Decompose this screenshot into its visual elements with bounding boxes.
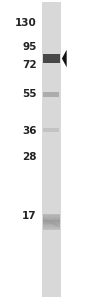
Text: 17: 17 <box>22 211 36 221</box>
Bar <box>43 54 60 63</box>
Bar <box>43 220 60 222</box>
Bar <box>43 227 60 229</box>
Bar <box>43 214 60 215</box>
Bar <box>43 92 59 97</box>
Bar <box>43 217 60 219</box>
Bar <box>43 215 60 217</box>
Bar <box>42 2 61 297</box>
Bar <box>43 225 60 227</box>
Text: 72: 72 <box>22 59 36 70</box>
Text: 55: 55 <box>22 89 36 100</box>
Bar <box>43 222 60 224</box>
Bar <box>43 219 60 220</box>
Text: 28: 28 <box>22 152 36 163</box>
Text: 95: 95 <box>22 41 36 52</box>
Text: 36: 36 <box>22 125 36 136</box>
Bar <box>43 224 60 225</box>
Bar <box>43 229 60 230</box>
Bar <box>43 128 59 131</box>
Text: 130: 130 <box>15 17 36 28</box>
Polygon shape <box>62 50 67 67</box>
